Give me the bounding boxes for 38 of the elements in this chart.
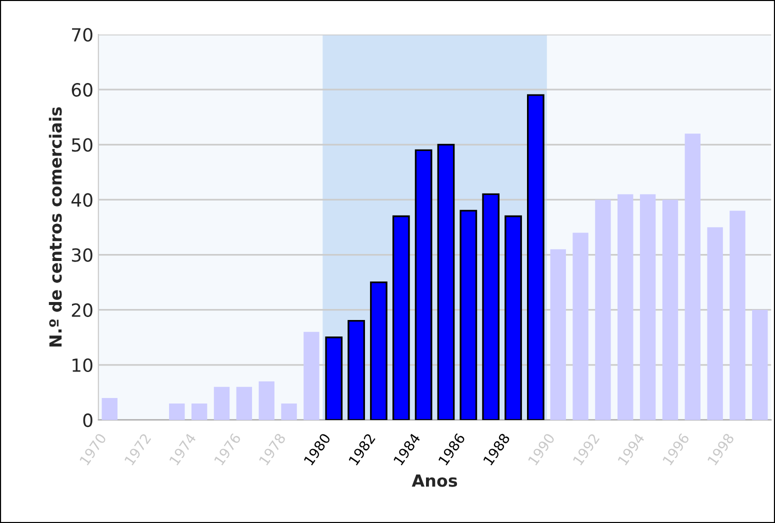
- bar: [169, 403, 185, 420]
- bar: [526, 94, 544, 420]
- y-tick-label: 20: [72, 303, 92, 317]
- bar: [684, 134, 700, 420]
- y-tick-label: 10: [72, 358, 92, 372]
- bar: [437, 144, 455, 420]
- y-tick-label: 60: [72, 83, 92, 97]
- bar: [236, 386, 252, 420]
- bar: [572, 232, 588, 420]
- x-axis-title: Anos: [412, 474, 458, 487]
- bar: [640, 194, 656, 420]
- bar: [662, 200, 678, 420]
- bar: [618, 194, 634, 420]
- y-tick-label: 70: [72, 28, 92, 42]
- y-axis-title: N.º de centros comerciais: [48, 107, 62, 347]
- bar: [281, 403, 297, 420]
- bar: [504, 215, 522, 420]
- y-tick-label: 50: [72, 138, 92, 152]
- bar: [460, 210, 478, 420]
- bar: [595, 200, 611, 420]
- y-tick-label: 0: [83, 413, 92, 428]
- y-tick-label: 30: [72, 248, 92, 262]
- bar: [482, 193, 500, 420]
- bar: [348, 320, 365, 420]
- bar: [191, 403, 208, 420]
- y-tick-label: 40: [71, 193, 92, 207]
- bar: [752, 310, 768, 420]
- bar: [707, 227, 723, 420]
- bar: [392, 215, 410, 420]
- bar: [414, 149, 432, 420]
- bar: [550, 249, 566, 420]
- bar: [102, 398, 118, 420]
- bar: [730, 210, 746, 420]
- bar: [258, 381, 274, 420]
- bar: [325, 336, 343, 420]
- bar: [304, 332, 320, 420]
- bar: [370, 281, 388, 420]
- bar: [214, 386, 230, 420]
